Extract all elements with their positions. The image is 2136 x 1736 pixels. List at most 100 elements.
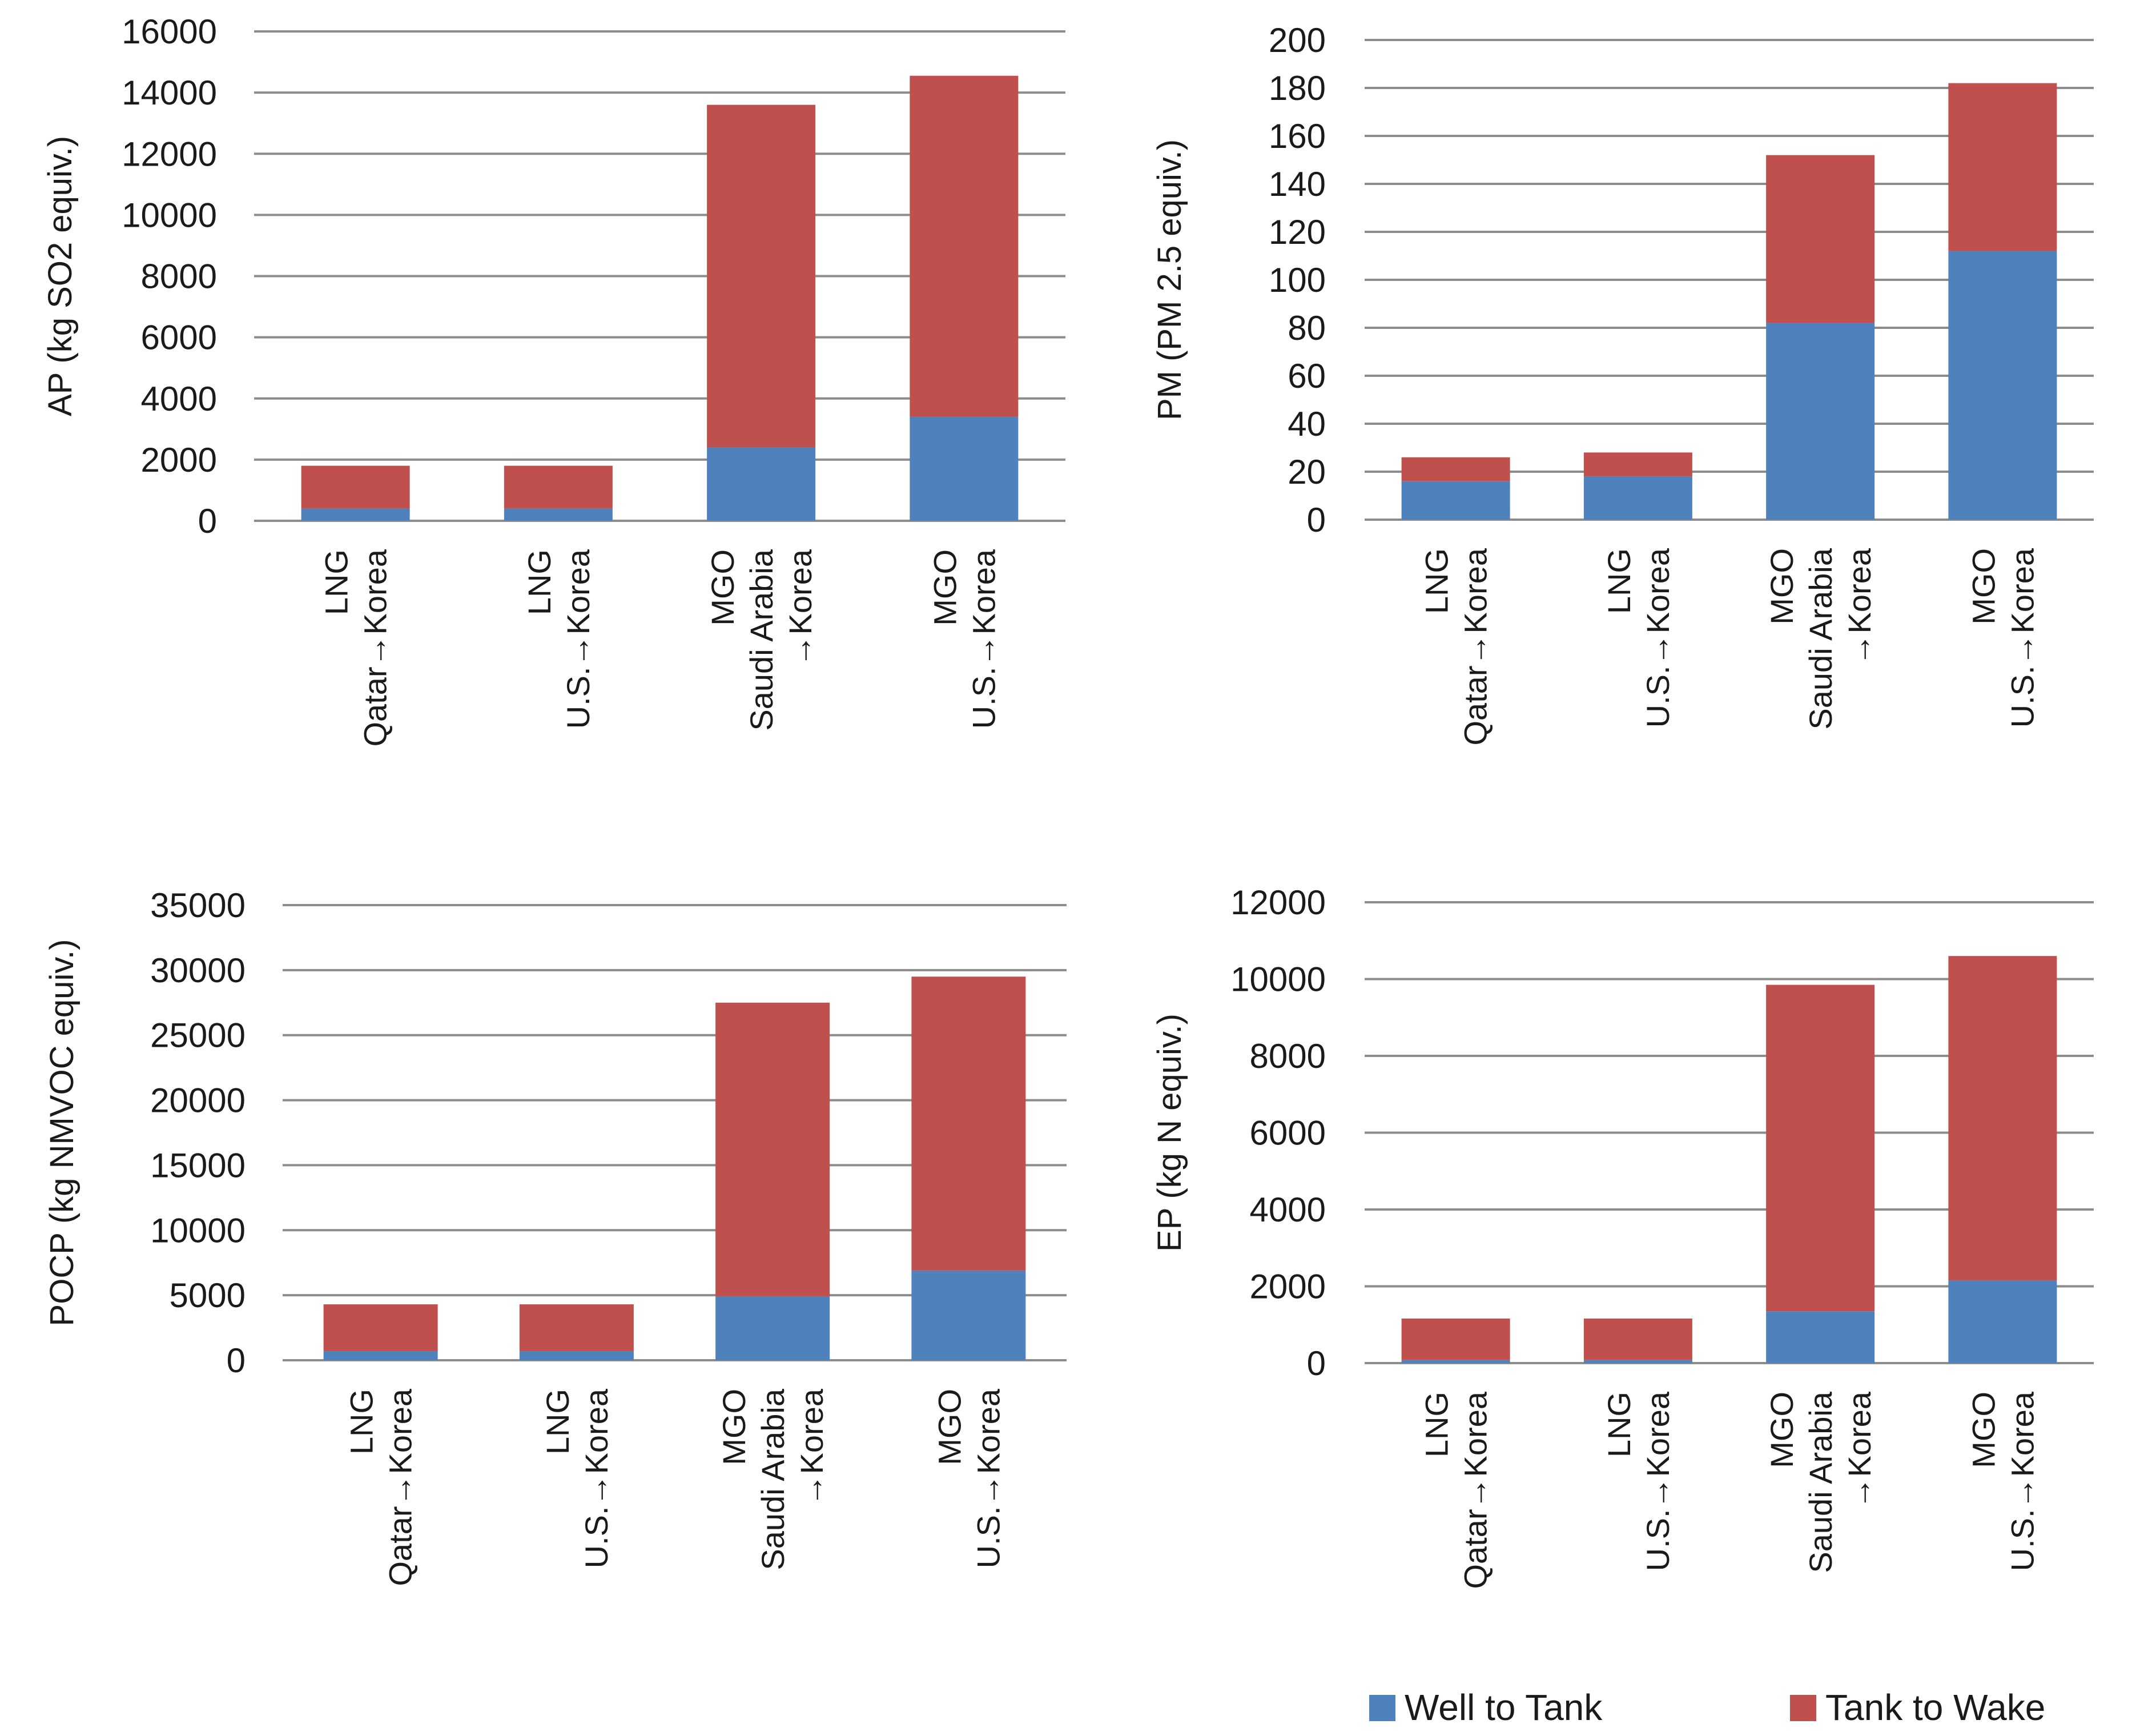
y-tick-label: 140 bbox=[1269, 165, 1326, 203]
x-category-label: LNG bbox=[1601, 548, 1637, 614]
well-to-tank-segment bbox=[707, 447, 816, 521]
y-tick-label: 8000 bbox=[141, 258, 217, 296]
y-tick-label: 4000 bbox=[141, 380, 217, 418]
x-category-label: Qatar→Korea bbox=[1458, 1391, 1494, 1589]
tank-to-wake-segment bbox=[715, 1002, 830, 1297]
well-to-tank-segment bbox=[715, 1296, 830, 1360]
y-tick-label: 4000 bbox=[1250, 1191, 1326, 1229]
legend-label-tank-to-wake: Tank to Wake bbox=[1825, 1687, 2045, 1728]
x-category-label: U.S.→Korea bbox=[2004, 548, 2040, 728]
well-to-tank-segment bbox=[323, 1351, 438, 1360]
chart-pocp: 0 5000 10000 15000 20000 25000 30000 35000 POCP … bbox=[43, 886, 1067, 1586]
x-category-label: MGO bbox=[716, 1389, 752, 1465]
y-tick-label: 12000 bbox=[1230, 883, 1326, 922]
tank-to-wake-segment bbox=[504, 465, 613, 509]
tank-to-wake-segment bbox=[519, 1304, 634, 1352]
tank-to-wake-segment bbox=[1766, 984, 1875, 1312]
legend-label-well-to-tank: Well to Tank bbox=[1405, 1687, 1603, 1728]
y-axis-label: POCP (kg NMVOC equiv.) bbox=[43, 939, 81, 1327]
x-category-label: U.S.→Korea bbox=[578, 1388, 614, 1568]
y-tick-label: 200 bbox=[1269, 21, 1326, 59]
y-tick-label: 0 bbox=[1307, 1344, 1326, 1383]
tank-to-wake-segment bbox=[1401, 1318, 1510, 1360]
tank-to-wake-segment bbox=[1401, 457, 1510, 481]
y-tick-label: 180 bbox=[1269, 69, 1326, 107]
x-category-label: MGO bbox=[1965, 1392, 2001, 1468]
y-tick-label: 160 bbox=[1269, 117, 1326, 155]
well-to-tank-segment bbox=[1766, 323, 1875, 520]
tank-to-wake-segment bbox=[301, 465, 410, 509]
y-tick-label: 6000 bbox=[1250, 1114, 1326, 1152]
tank-to-wake-segment bbox=[1948, 83, 2057, 251]
x-category-label: →Korea bbox=[1841, 548, 1877, 665]
x-category-label: Saudi Arabia bbox=[755, 1388, 791, 1570]
x-category-label: MGO bbox=[1764, 548, 1800, 625]
x-category-label: U.S.→Korea bbox=[560, 549, 596, 729]
y-tick-label: 40 bbox=[1288, 405, 1326, 443]
x-category-label: LNG bbox=[319, 549, 355, 615]
x-category-label: U.S.→Korea bbox=[970, 1388, 1006, 1568]
well-to-tank-segment bbox=[1401, 1360, 1510, 1363]
y-tick-label: 80 bbox=[1288, 309, 1326, 347]
x-category-label: Saudi Arabia bbox=[1803, 548, 1839, 729]
x-category-label: →Korea bbox=[782, 549, 818, 666]
x-category-label: LNG bbox=[344, 1389, 380, 1454]
x-category-label: U.S.→Korea bbox=[966, 549, 1001, 729]
x-category-label: MGO bbox=[705, 549, 741, 626]
well-to-tank-segment bbox=[504, 508, 613, 521]
y-tick-label: 10000 bbox=[122, 196, 217, 234]
y-tick-label: 25000 bbox=[150, 1016, 246, 1055]
x-category-label: Saudi Arabia bbox=[743, 549, 779, 730]
well-to-tank-segment bbox=[1401, 481, 1510, 520]
y-tick-label: 0 bbox=[227, 1341, 246, 1380]
x-category-label: U.S.→Korea bbox=[1640, 1391, 1676, 1571]
well-to-tank-segment bbox=[910, 416, 1019, 521]
y-tick-label: 5000 bbox=[170, 1276, 246, 1315]
y-tick-label: 6000 bbox=[141, 319, 217, 357]
x-category-label: U.S.→Korea bbox=[2004, 1391, 2040, 1571]
y-axis-label: EP (kg N equiv.) bbox=[1151, 1014, 1188, 1252]
tank-to-wake-segment bbox=[1583, 1318, 1692, 1360]
legend-swatch-well-to-tank bbox=[1369, 1695, 1395, 1721]
tank-to-wake-segment bbox=[910, 75, 1019, 417]
y-tick-label: 16000 bbox=[122, 13, 217, 51]
y-axis-label: AP (kg SO2 equiv.) bbox=[42, 136, 79, 416]
x-category-label: Saudi Arabia bbox=[1803, 1391, 1839, 1573]
chart-pm: 0 20 40 60 80 100 120 140 160 180 200 PM (PM 2.5 eq… bbox=[1151, 21, 2094, 746]
well-to-tank-segment bbox=[1766, 1311, 1875, 1363]
legend-swatch-tank-to-wake bbox=[1790, 1695, 1816, 1721]
well-to-tank-segment bbox=[1948, 251, 2057, 520]
well-to-tank-segment bbox=[1583, 1360, 1692, 1363]
y-tick-label: 20 bbox=[1288, 453, 1326, 491]
tank-to-wake-segment bbox=[1766, 155, 1875, 323]
y-tick-label: 0 bbox=[198, 502, 217, 540]
y-tick-label: 2000 bbox=[1250, 1268, 1326, 1306]
tank-to-wake-segment bbox=[707, 105, 816, 448]
well-to-tank-segment bbox=[519, 1351, 634, 1360]
y-tick-label: 0 bbox=[1307, 501, 1326, 539]
y-tick-label: 30000 bbox=[150, 951, 246, 990]
y-tick-label: 100 bbox=[1269, 261, 1326, 299]
x-category-label: LNG bbox=[1419, 548, 1455, 614]
well-to-tank-segment bbox=[1583, 476, 1692, 520]
tank-to-wake-segment bbox=[1583, 452, 1692, 477]
well-to-tank-segment bbox=[911, 1270, 1026, 1360]
x-category-label: LNG bbox=[521, 549, 557, 615]
x-category-label: LNG bbox=[540, 1389, 576, 1454]
x-category-label: Qatar→Korea bbox=[1458, 548, 1494, 745]
x-category-label: →Korea bbox=[1841, 1391, 1877, 1509]
tank-to-wake-segment bbox=[323, 1304, 438, 1352]
tank-to-wake-segment bbox=[911, 976, 1026, 1271]
x-category-label: MGO bbox=[927, 549, 963, 626]
x-category-label: Qatar→Korea bbox=[383, 1388, 419, 1586]
well-to-tank-segment bbox=[301, 508, 410, 521]
x-category-label: MGO bbox=[1965, 548, 2001, 625]
x-category-label: U.S.→Korea bbox=[1640, 548, 1676, 728]
y-tick-label: 20000 bbox=[150, 1082, 246, 1120]
y-tick-label: 2000 bbox=[141, 441, 217, 479]
chart-ep: 0 2000 4000 6000 8000 10000 12000 EP (kg N equi… bbox=[1151, 883, 2094, 1589]
y-tick-label: 14000 bbox=[122, 74, 217, 112]
y-tick-label: 10000 bbox=[1230, 961, 1326, 999]
x-category-label: LNG bbox=[1419, 1392, 1455, 1457]
